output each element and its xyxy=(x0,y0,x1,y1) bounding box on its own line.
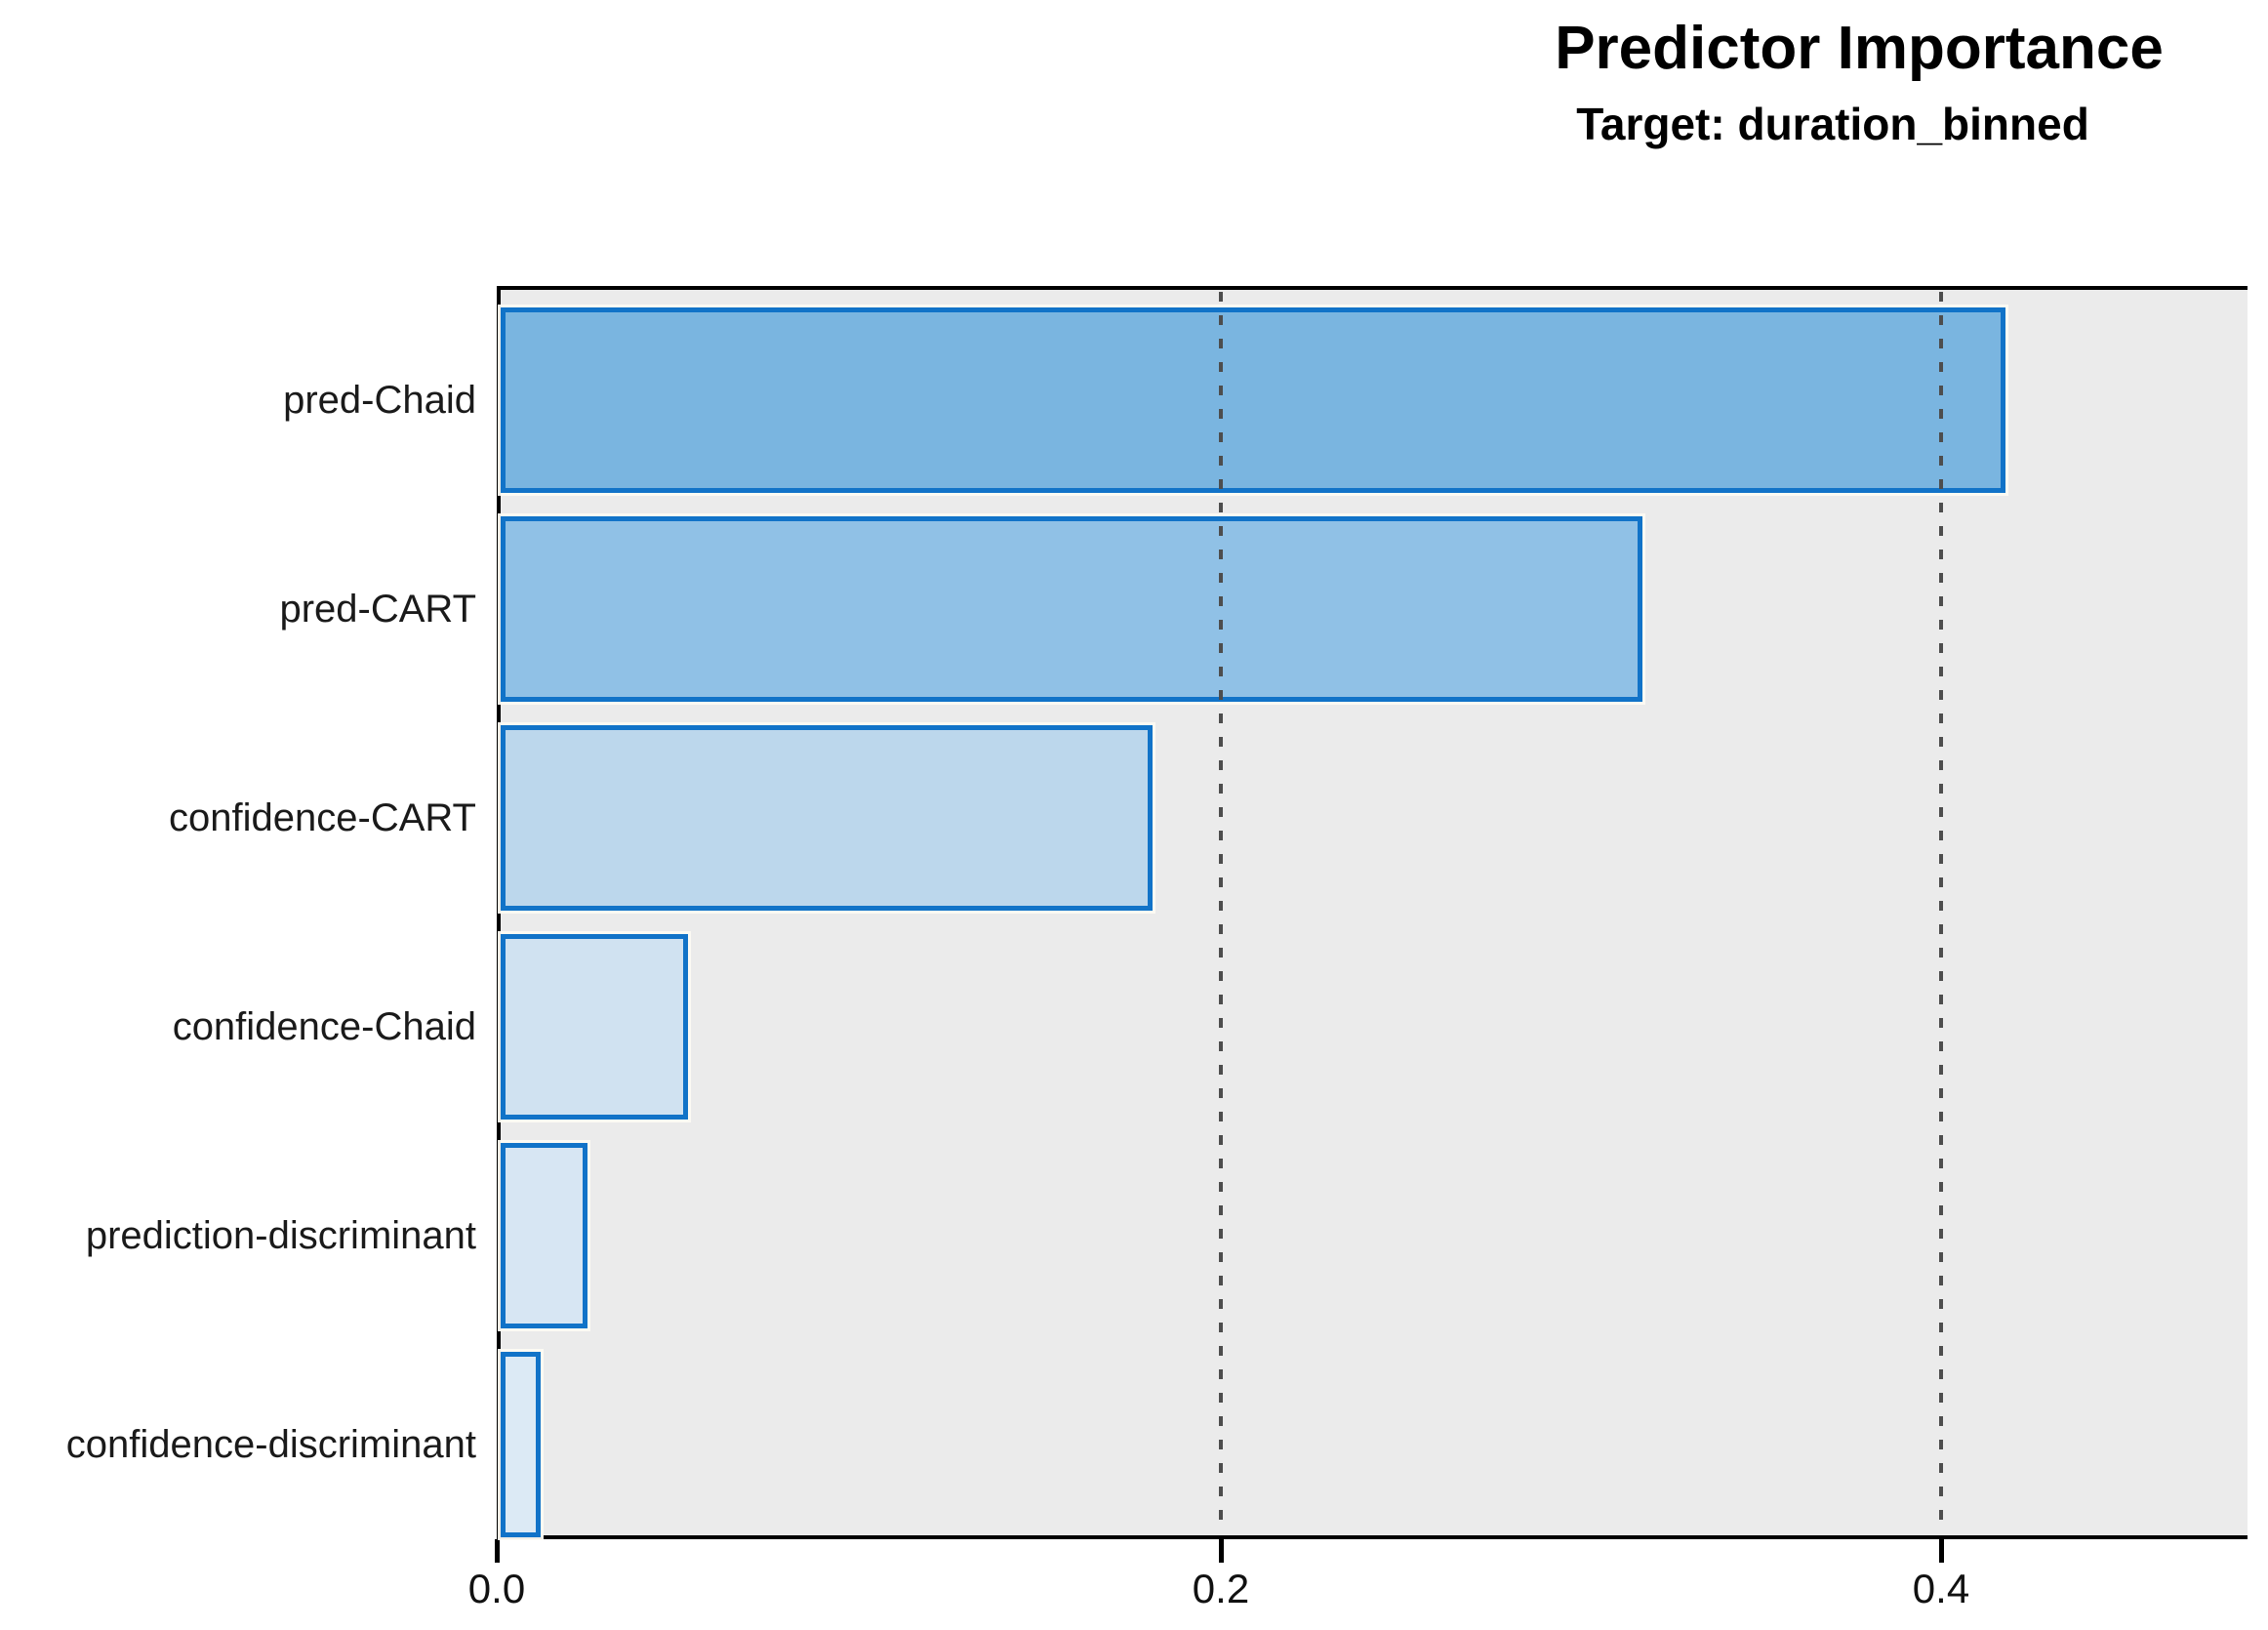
category-label-pred-Chaid: pred-Chaid xyxy=(283,379,476,422)
category-label-prediction-discriminant: prediction-discriminant xyxy=(85,1214,476,1257)
bar-confidence-Chaid xyxy=(501,934,688,1120)
x-tick-label-0.2: 0.2 xyxy=(1192,1566,1250,1611)
category-label-confidence-CART: confidence-CART xyxy=(169,796,476,839)
gridline-0.4 xyxy=(1939,292,1943,1533)
x-tick-mark-0.0 xyxy=(495,1539,500,1563)
chart-subtitle: Target: duration_binned xyxy=(1576,99,2089,149)
category-label-pred-CART: pred-CART xyxy=(279,588,476,631)
x-tick-mark-0.2 xyxy=(1219,1539,1224,1563)
gridline-0.2 xyxy=(1219,292,1223,1533)
chart-title: Predictor Importance xyxy=(1555,15,2164,82)
plot-area xyxy=(497,286,2248,1539)
bar-confidence-CART xyxy=(501,725,1153,911)
bar-pred-Chaid xyxy=(501,307,2005,493)
x-tick-mark-0.4 xyxy=(1939,1539,1944,1563)
bar-confidence-discriminant xyxy=(501,1352,541,1537)
category-label-confidence-discriminant: confidence-discriminant xyxy=(65,1423,476,1466)
x-tick-label-0.4: 0.4 xyxy=(1912,1566,1970,1611)
bar-pred-CART xyxy=(501,516,1642,702)
bar-prediction-discriminant xyxy=(501,1143,587,1328)
category-label-confidence-Chaid: confidence-Chaid xyxy=(172,1005,476,1048)
x-tick-label-0.0: 0.0 xyxy=(467,1566,526,1611)
